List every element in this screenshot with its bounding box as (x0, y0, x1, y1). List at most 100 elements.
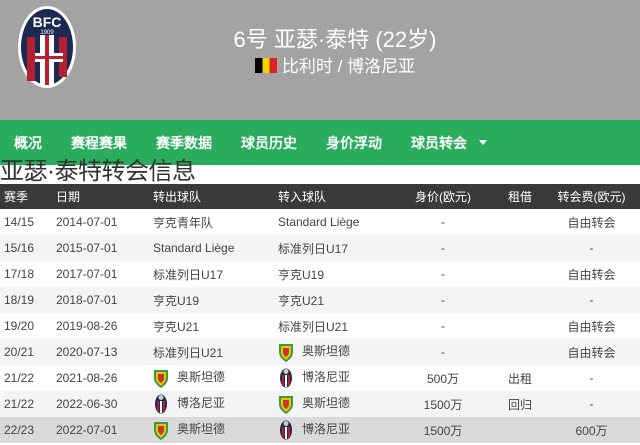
season-cell: 22/23 (0, 417, 56, 443)
to-team[interactable]: 奥斯坦德 (302, 344, 351, 359)
to-team[interactable]: Standard Liège (278, 215, 360, 229)
col-value: 身价(欧元) (398, 184, 488, 209)
to-team[interactable]: 博洛尼亚 (302, 370, 351, 385)
from-team-cell[interactable]: 博洛尼亚 (153, 391, 278, 417)
fee-cell: - (543, 391, 640, 417)
col-loan: 租借 (488, 184, 543, 209)
from-team-cell[interactable]: 亨克青年队 (153, 209, 278, 235)
date-cell: 2022-07-01 (56, 417, 153, 443)
col-season: 赛季 (0, 184, 56, 209)
loan-cell (488, 235, 543, 261)
nav-fixtures[interactable]: 赛程赛果 (71, 134, 127, 151)
value-cell: 1500万 (398, 417, 488, 443)
from-team[interactable]: 亨克青年队 (153, 215, 214, 230)
from-team-cell[interactable]: 标准列日U17 (153, 261, 278, 287)
table-row: 20/21 2020-07-13 标准列日U21 奥斯坦德 - 自由转会 (0, 339, 640, 365)
value-cell: - (398, 235, 488, 261)
value-cell: - (441, 267, 445, 281)
date-cell: 2017-07-01 (56, 267, 118, 281)
table-row: 14/15 2014-07-01 亨克青年队 Standard Liège - 自由转会 (0, 209, 640, 235)
from-team[interactable]: 奥斯坦德 (177, 422, 226, 437)
nav-transfers[interactable]: 球员转会 (411, 133, 487, 153)
ostende-badge-icon (279, 396, 293, 414)
fee-cell: 自由转会 (543, 339, 640, 365)
fee-cell: 自由转会 (567, 319, 616, 334)
value-cell: - (398, 287, 488, 313)
loan-cell (488, 287, 543, 313)
from-team-cell[interactable]: Standard Liège (153, 235, 278, 261)
from-team[interactable]: 亨克U19 (153, 293, 200, 308)
nav-season-stats[interactable]: 赛季数据 (156, 134, 212, 151)
date-cell: 2021-08-26 (56, 371, 118, 385)
to-team[interactable]: 亨克U19 (278, 267, 325, 282)
season-cell: 15/16 (0, 235, 56, 261)
transfer-table: 赛季 日期 转出球队 转入球队 身价(欧元) 租借 转会费(欧元) 14/15 2… (0, 184, 640, 443)
from-team[interactable]: 奥斯坦德 (177, 370, 226, 385)
loan-cell (488, 313, 543, 339)
nav-overview[interactable]: 概况 (14, 134, 42, 151)
loan-cell: 回归 (488, 391, 543, 417)
loan-cell: 出租 (508, 371, 533, 386)
bologna-badge-icon (280, 368, 292, 388)
value-cell: 500万 (426, 371, 460, 386)
to-team-cell[interactable]: 亨克U19 (278, 261, 398, 287)
from-team-cell[interactable]: 奥斯坦德 (153, 417, 278, 443)
to-team[interactable]: 奥斯坦德 (302, 396, 351, 411)
col-from: 转出球队 (153, 184, 278, 209)
table-row: 22/23 2022-07-01 奥斯坦德 博洛尼亚 1500万 600万 (0, 417, 640, 443)
table-row: 19/20 2019-08-26 亨克U21 标准列日U21 - 自由转会 (0, 313, 640, 339)
fee-cell: - (543, 287, 640, 313)
table-row: 17/18 2017-07-01 标准列日U17 亨克U19 - 自由转会 (0, 261, 640, 287)
belgium-flag-icon (254, 58, 277, 73)
from-team[interactable]: 博洛尼亚 (177, 396, 226, 411)
from-team-cell[interactable]: 标准列日U21 (153, 339, 278, 365)
to-team[interactable]: 博洛尼亚 (302, 422, 351, 437)
season-cell: 21/22 (4, 371, 35, 385)
nationality-club: 比利时 / 博洛尼亚 (281, 57, 416, 76)
player-header: BFC 1909 6号 亚瑟·泰特 (22岁) 比利时 / 博洛尼亚 (0, 0, 640, 120)
loan-cell (488, 417, 543, 443)
bologna-club-logo: BFC 1909 (18, 6, 76, 88)
to-team-cell[interactable]: 奥斯坦德 (278, 339, 398, 365)
to-team-cell[interactable]: 奥斯坦德 (278, 391, 398, 417)
loan-cell (488, 209, 543, 235)
to-team-cell[interactable]: 亨克U21 (278, 287, 398, 313)
nav-history[interactable]: 球员历史 (241, 134, 297, 151)
season-cell: 20/21 (0, 339, 56, 365)
bologna-badge-icon (280, 420, 292, 440)
from-team-cell[interactable]: 亨克U19 (153, 287, 278, 313)
date-cell: 2019-08-26 (56, 319, 118, 333)
season-cell: 19/20 (4, 319, 35, 333)
bologna-badge-icon (155, 394, 167, 414)
to-team-cell[interactable]: Standard Liège (278, 209, 398, 235)
player-title: 6号 亚瑟·泰特 (22岁) (233, 27, 437, 52)
from-team[interactable]: 亨克U21 (153, 319, 200, 334)
fee-cell: 600万 (543, 417, 640, 443)
from-team[interactable]: Standard Liège (153, 241, 235, 255)
table-row: 21/22 2021-08-26 奥斯坦德 博洛尼亚 500万 出租 - (0, 365, 640, 391)
from-team[interactable]: 标准列日U21 (153, 345, 224, 360)
to-team-cell[interactable]: 博洛尼亚 (278, 365, 398, 391)
player-subtitle: 比利时 / 博洛尼亚 (30, 52, 640, 77)
from-team-cell[interactable]: 奥斯坦德 (153, 365, 278, 391)
date-cell: 2015-07-01 (56, 235, 153, 261)
ostende-badge-icon (154, 422, 168, 440)
to-team-cell[interactable]: 博洛尼亚 (278, 417, 398, 443)
to-team[interactable]: 标准列日U17 (278, 241, 349, 256)
value-cell: - (398, 339, 488, 365)
to-team-cell[interactable]: 标准列日U21 (278, 313, 398, 339)
nav-value[interactable]: 身价浮动 (326, 134, 382, 151)
from-team-cell[interactable]: 亨克U21 (153, 313, 278, 339)
loan-cell (488, 339, 543, 365)
season-cell: 17/18 (4, 267, 35, 281)
svg-text:BFC: BFC (33, 14, 62, 30)
from-team[interactable]: 标准列日U17 (153, 267, 224, 282)
to-team[interactable]: 标准列日U21 (278, 319, 349, 334)
to-team[interactable]: 亨克U21 (278, 293, 325, 308)
fee-cell: 自由转会 (567, 267, 616, 282)
to-team-cell[interactable]: 标准列日U17 (278, 235, 398, 261)
loan-cell (488, 261, 543, 287)
ostende-badge-icon (279, 344, 293, 362)
table-row: 18/19 2018-07-01 亨克U19 亨克U21 - - (0, 287, 640, 313)
table-header: 赛季 日期 转出球队 转入球队 身价(欧元) 租借 转会费(欧元) (0, 184, 640, 209)
